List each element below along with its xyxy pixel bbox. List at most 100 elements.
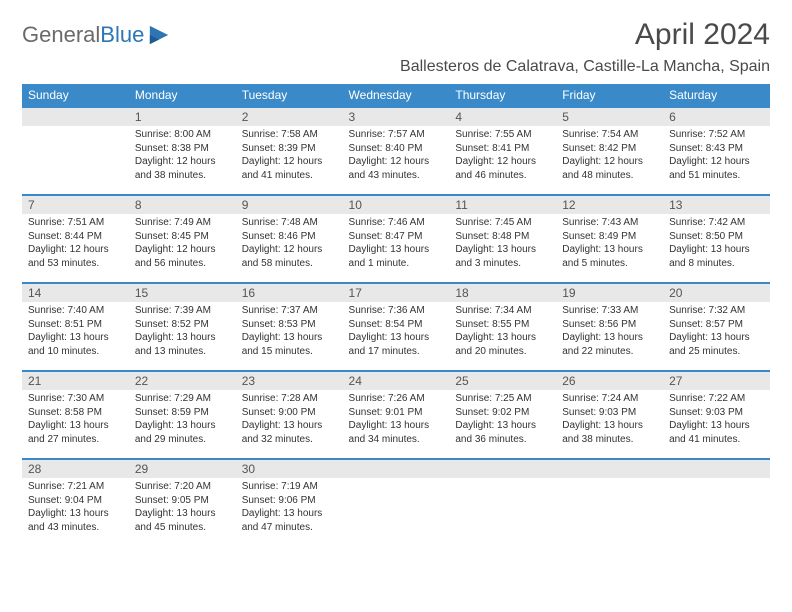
calendar-cell: 23Sunrise: 7:28 AMSunset: 9:00 PMDayligh… bbox=[236, 371, 343, 459]
day-content: Sunrise: 7:42 AMSunset: 8:50 PMDaylight:… bbox=[663, 214, 770, 276]
day-line: and 15 minutes. bbox=[242, 345, 337, 359]
day-number: 12 bbox=[556, 196, 663, 214]
day-content: Sunrise: 7:20 AMSunset: 9:05 PMDaylight:… bbox=[129, 478, 236, 540]
day-line: Daylight: 13 hours bbox=[455, 419, 550, 433]
calendar-cell: 10Sunrise: 7:46 AMSunset: 8:47 PMDayligh… bbox=[343, 195, 450, 283]
day-line: Daylight: 13 hours bbox=[349, 419, 444, 433]
day-line: Daylight: 13 hours bbox=[28, 331, 123, 345]
calendar-cell: 11Sunrise: 7:45 AMSunset: 8:48 PMDayligh… bbox=[449, 195, 556, 283]
calendar-table: SundayMondayTuesdayWednesdayThursdayFrid… bbox=[22, 84, 770, 547]
day-content: Sunrise: 8:00 AMSunset: 8:38 PMDaylight:… bbox=[129, 126, 236, 188]
day-content: Sunrise: 7:45 AMSunset: 8:48 PMDaylight:… bbox=[449, 214, 556, 276]
day-line: Daylight: 13 hours bbox=[135, 331, 230, 345]
day-line: and 43 minutes. bbox=[349, 169, 444, 183]
day-content: Sunrise: 7:46 AMSunset: 8:47 PMDaylight:… bbox=[343, 214, 450, 276]
day-line: Sunset: 8:46 PM bbox=[242, 230, 337, 244]
day-line: and 32 minutes. bbox=[242, 433, 337, 447]
day-number: 13 bbox=[663, 196, 770, 214]
day-line: Daylight: 12 hours bbox=[455, 155, 550, 169]
day-line: Sunrise: 7:55 AM bbox=[455, 128, 550, 142]
day-line: Sunrise: 7:19 AM bbox=[242, 480, 337, 494]
day-line: Daylight: 13 hours bbox=[349, 243, 444, 257]
day-line: Sunset: 8:40 PM bbox=[349, 142, 444, 156]
day-number bbox=[663, 460, 770, 478]
day-line: Sunset: 8:53 PM bbox=[242, 318, 337, 332]
day-content: Sunrise: 7:28 AMSunset: 9:00 PMDaylight:… bbox=[236, 390, 343, 452]
location-text: Ballesteros de Calatrava, Castille-La Ma… bbox=[400, 58, 770, 76]
day-line: Sunrise: 7:54 AM bbox=[562, 128, 657, 142]
day-line: Sunrise: 7:45 AM bbox=[455, 216, 550, 230]
day-line: Sunset: 9:06 PM bbox=[242, 494, 337, 508]
logo: GeneralBlue bbox=[22, 18, 170, 46]
day-line: Daylight: 13 hours bbox=[455, 331, 550, 345]
day-line: Sunset: 8:45 PM bbox=[135, 230, 230, 244]
calendar-head: SundayMondayTuesdayWednesdayThursdayFrid… bbox=[22, 84, 770, 107]
logo-text: GeneralBlue bbox=[22, 24, 144, 46]
day-number: 9 bbox=[236, 196, 343, 214]
day-content: Sunrise: 7:26 AMSunset: 9:01 PMDaylight:… bbox=[343, 390, 450, 452]
day-line: Sunrise: 8:00 AM bbox=[135, 128, 230, 142]
calendar-cell: 14Sunrise: 7:40 AMSunset: 8:51 PMDayligh… bbox=[22, 283, 129, 371]
calendar-cell: 12Sunrise: 7:43 AMSunset: 8:49 PMDayligh… bbox=[556, 195, 663, 283]
day-line: and 38 minutes. bbox=[562, 433, 657, 447]
calendar-cell: 27Sunrise: 7:22 AMSunset: 9:03 PMDayligh… bbox=[663, 371, 770, 459]
calendar-cell: 17Sunrise: 7:36 AMSunset: 8:54 PMDayligh… bbox=[343, 283, 450, 371]
calendar-cell: 29Sunrise: 7:20 AMSunset: 9:05 PMDayligh… bbox=[129, 459, 236, 547]
day-number: 25 bbox=[449, 372, 556, 390]
day-line: Sunset: 8:48 PM bbox=[455, 230, 550, 244]
calendar-cell: 15Sunrise: 7:39 AMSunset: 8:52 PMDayligh… bbox=[129, 283, 236, 371]
day-line: Sunset: 9:04 PM bbox=[28, 494, 123, 508]
calendar-cell bbox=[663, 459, 770, 547]
day-line: Daylight: 13 hours bbox=[135, 419, 230, 433]
calendar-cell bbox=[343, 459, 450, 547]
day-line: and 56 minutes. bbox=[135, 257, 230, 271]
logo-text-gray: General bbox=[22, 22, 100, 47]
day-line: Daylight: 13 hours bbox=[242, 419, 337, 433]
day-line: Sunrise: 7:22 AM bbox=[669, 392, 764, 406]
day-number: 15 bbox=[129, 284, 236, 302]
day-line: and 1 minute. bbox=[349, 257, 444, 271]
day-number: 22 bbox=[129, 372, 236, 390]
calendar-cell: 13Sunrise: 7:42 AMSunset: 8:50 PMDayligh… bbox=[663, 195, 770, 283]
calendar-row: 21Sunrise: 7:30 AMSunset: 8:58 PMDayligh… bbox=[22, 371, 770, 459]
day-line: Sunrise: 7:39 AM bbox=[135, 304, 230, 318]
calendar-cell bbox=[22, 107, 129, 195]
day-content: Sunrise: 7:43 AMSunset: 8:49 PMDaylight:… bbox=[556, 214, 663, 276]
day-content: Sunrise: 7:34 AMSunset: 8:55 PMDaylight:… bbox=[449, 302, 556, 364]
day-content: Sunrise: 7:32 AMSunset: 8:57 PMDaylight:… bbox=[663, 302, 770, 364]
calendar-cell: 6Sunrise: 7:52 AMSunset: 8:43 PMDaylight… bbox=[663, 107, 770, 195]
day-content: Sunrise: 7:58 AMSunset: 8:39 PMDaylight:… bbox=[236, 126, 343, 188]
day-line: Sunrise: 7:26 AM bbox=[349, 392, 444, 406]
day-number: 18 bbox=[449, 284, 556, 302]
calendar-cell: 26Sunrise: 7:24 AMSunset: 9:03 PMDayligh… bbox=[556, 371, 663, 459]
day-content: Sunrise: 7:19 AMSunset: 9:06 PMDaylight:… bbox=[236, 478, 343, 540]
day-number bbox=[343, 460, 450, 478]
day-content: Sunrise: 7:22 AMSunset: 9:03 PMDaylight:… bbox=[663, 390, 770, 452]
day-line: Sunset: 9:03 PM bbox=[669, 406, 764, 420]
title-block: April 2024 Ballesteros de Calatrava, Cas… bbox=[400, 18, 770, 76]
day-line: and 17 minutes. bbox=[349, 345, 444, 359]
day-content: Sunrise: 7:51 AMSunset: 8:44 PMDaylight:… bbox=[22, 214, 129, 276]
day-line: Sunrise: 7:49 AM bbox=[135, 216, 230, 230]
day-line: Sunset: 8:55 PM bbox=[455, 318, 550, 332]
day-line: and 29 minutes. bbox=[135, 433, 230, 447]
day-number: 6 bbox=[663, 108, 770, 126]
day-line: Sunset: 9:01 PM bbox=[349, 406, 444, 420]
day-line: and 3 minutes. bbox=[455, 257, 550, 271]
day-line: and 13 minutes. bbox=[135, 345, 230, 359]
calendar-cell: 1Sunrise: 8:00 AMSunset: 8:38 PMDaylight… bbox=[129, 107, 236, 195]
day-number: 21 bbox=[22, 372, 129, 390]
day-number: 4 bbox=[449, 108, 556, 126]
day-line: Daylight: 13 hours bbox=[669, 243, 764, 257]
weekday-header: Sunday bbox=[22, 84, 129, 107]
day-line: and 38 minutes. bbox=[135, 169, 230, 183]
day-line: Sunset: 8:39 PM bbox=[242, 142, 337, 156]
day-line: and 41 minutes. bbox=[669, 433, 764, 447]
day-line: and 25 minutes. bbox=[669, 345, 764, 359]
day-line: Sunset: 9:05 PM bbox=[135, 494, 230, 508]
day-number: 11 bbox=[449, 196, 556, 214]
calendar-cell: 24Sunrise: 7:26 AMSunset: 9:01 PMDayligh… bbox=[343, 371, 450, 459]
day-line: and 22 minutes. bbox=[562, 345, 657, 359]
calendar-cell: 28Sunrise: 7:21 AMSunset: 9:04 PMDayligh… bbox=[22, 459, 129, 547]
day-line: Sunset: 8:42 PM bbox=[562, 142, 657, 156]
